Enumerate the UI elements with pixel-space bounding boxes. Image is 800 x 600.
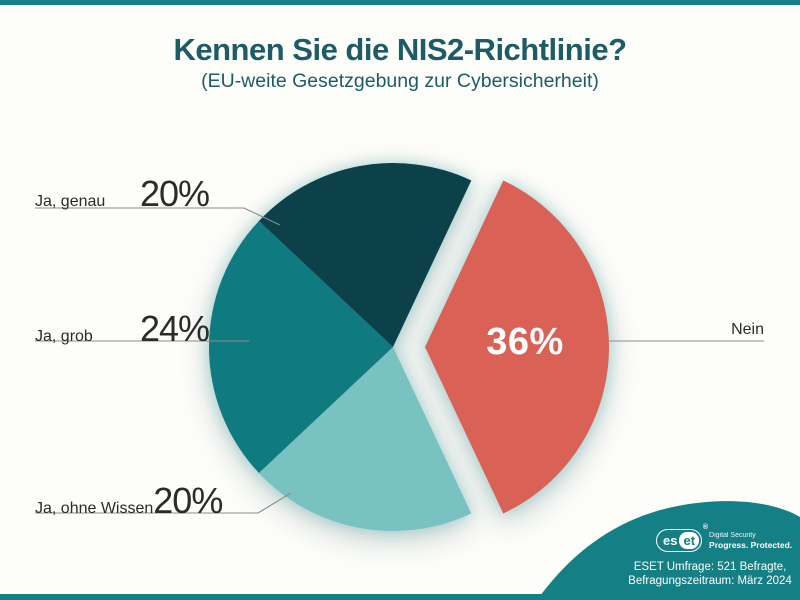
eset-tagline-bottom: Progress. Protected.: [709, 539, 793, 550]
eset-tagline-top: Digital Security: [709, 531, 756, 539]
pie-slice-ja-grob: [208, 221, 393, 473]
pie-slices-group: [208, 163, 609, 531]
top-accent-stripe: [0, 0, 800, 5]
pie-slice-ja-genau: [258, 163, 472, 347]
survey-caption-line1: ESET Umfrage: 521 Befragte,: [633, 561, 787, 573]
label-ja-genau: Ja, genau 20%: [35, 173, 210, 215]
label-ja-ohne-wissen-value: 20%: [153, 480, 223, 521]
pie-slice-nein: [425, 180, 609, 514]
header: Kennen Sie die NIS2-Richtlinie? (EU-weit…: [0, 32, 800, 93]
label-ja-genau-text: Ja, genau: [35, 193, 106, 210]
eset-brand-block: es et ® Digital Security Progress. Prote…: [656, 524, 792, 552]
eset-logo-es: es: [663, 533, 678, 548]
label-ja-ohne-wissen-text: Ja, ohne Wissen: [35, 500, 154, 517]
page-title: Kennen Sie die NIS2-Richtlinie?: [173, 32, 627, 67]
survey-caption: ESET Umfrage: 521 Befragte, Befragungsze…: [610, 561, 800, 588]
survey-caption-line2: Befragungszeitraum: März 2024: [628, 574, 792, 587]
eset-logo-et: et: [679, 532, 700, 549]
leader-line-ja-ohne-wissen: [35, 492, 292, 514]
label-ja-grob-value: 24%: [140, 308, 210, 349]
label-ja-grob: Ja, grob 24%: [35, 308, 210, 350]
label-ja-ohne-wissen: Ja, ohne Wissen 20%: [35, 480, 223, 522]
leader-lines-group: [35, 207, 764, 514]
pie-slice-ja-ohne-wissen: [258, 347, 472, 531]
leader-line-ja-genau: [35, 207, 281, 226]
eset-logo: es et ®: [656, 524, 708, 552]
eset-taglines: Digital Security Progress. Protected.: [709, 532, 792, 550]
label-ja-grob-text: Ja, grob: [35, 328, 93, 345]
label-nein: Nein: [731, 321, 764, 338]
slice-value-nein: 36%: [486, 321, 564, 363]
footer-blob-shape: [537, 501, 800, 600]
page-subtitle: (EU-weite Gesetzgebung zur Cybersicherhe…: [201, 69, 599, 92]
registered-trademark-icon: ®: [702, 524, 709, 531]
label-ja-genau-value: 20%: [140, 173, 210, 214]
bottom-accent-stripe: [0, 594, 800, 600]
